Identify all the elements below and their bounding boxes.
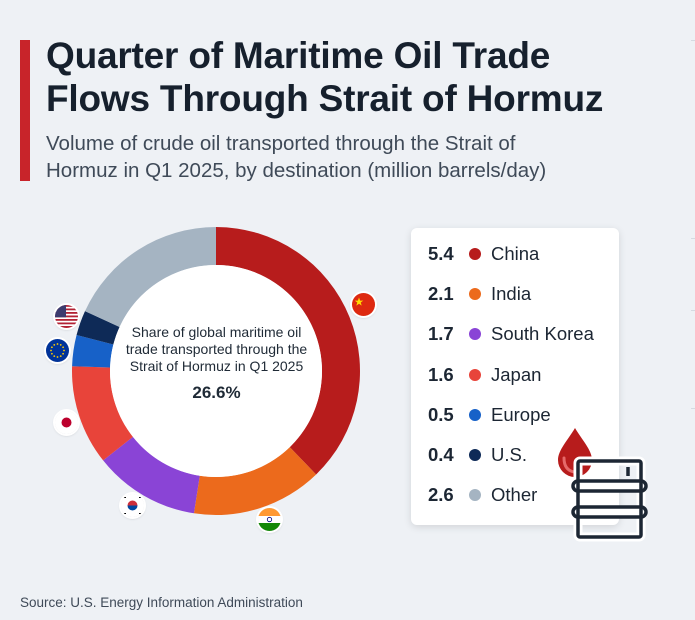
legend-card: 5.4 China 2.1 India 1.7 South Korea 1.6 … (411, 228, 619, 525)
legend-label: Japan (491, 364, 542, 385)
chart-subtitle: Volume of crude oil transported through … (46, 130, 676, 184)
legend-value: 0.5 (428, 404, 454, 425)
legend-item-us: 0.4 U.S. (428, 443, 527, 467)
donut-slice-south-korea (103, 436, 200, 514)
legend-item-south-korea: 1.7 South Korea (428, 322, 594, 346)
legend-color-dot (469, 409, 481, 421)
eu-flag-icon (46, 339, 69, 362)
donut-slice-europe (72, 335, 114, 368)
legend-item-other: 2.6 Other (428, 483, 537, 507)
legend-color-dot (469, 369, 481, 381)
donut-slice-other (85, 227, 216, 327)
chart-subtitle-line-1: Volume of crude oil transported through … (46, 132, 516, 155)
chart-subtitle-line-2: Hormuz in Q1 2025, by destination (milli… (46, 159, 547, 182)
japan-flag-icon (55, 411, 78, 434)
us-flag-icon (55, 305, 78, 328)
legend-label: U.S. (491, 444, 527, 465)
donut-slice-u-s (76, 311, 120, 345)
legend-item-europe: 0.5 Europe (428, 403, 551, 427)
title-accent-bar (20, 40, 30, 181)
legend-value: 1.6 (428, 364, 454, 385)
donut-center-value: 26.6% (192, 383, 241, 402)
chart-title-line-2: Flows Through Strait of Hormuz (46, 78, 604, 119)
legend-color-dot (469, 489, 481, 501)
donut-slice-india (193, 447, 317, 515)
donut-hole (110, 265, 322, 477)
legend-label: Other (491, 484, 538, 505)
south-korea-flag-icon (121, 494, 144, 517)
legend-label: Europe (491, 404, 551, 425)
source-note: Source: U.S. Energy Information Administ… (20, 595, 303, 610)
legend-color-dot (469, 288, 481, 300)
legend-value: 1.7 (428, 323, 454, 344)
legend-item-india: 2.1 India (428, 282, 531, 306)
legend-item-japan: 1.6 Japan (428, 363, 541, 387)
legend-color-dot (469, 449, 481, 461)
donut-chart (72, 227, 360, 515)
legend-label: China (491, 243, 540, 264)
legend-value: 2.6 (428, 484, 454, 505)
chart-title: Quarter of Maritime Oil Trade Flows Thro… (46, 34, 686, 120)
donut-slice-china (216, 227, 360, 475)
india-flag-icon (258, 508, 281, 531)
legend-value: 0.4 (428, 444, 454, 465)
legend-label: India (491, 283, 532, 304)
legend-label: South Korea (491, 323, 594, 344)
china-flag-icon (352, 293, 375, 316)
donut-center-label: Share of global maritime oil trade trans… (125, 324, 308, 374)
oil-barrel-icon (558, 428, 648, 542)
legend-color-dot (469, 328, 481, 340)
donut-slice-japan (72, 366, 133, 461)
legend-value: 5.4 (428, 243, 454, 264)
legend-value: 2.1 (428, 283, 454, 304)
legend-color-dot (469, 248, 481, 260)
donut-center-text: Share of global maritime oil trade trans… (124, 324, 309, 401)
legend-item-china: 5.4 China (428, 242, 539, 266)
chart-title-line-1: Quarter of Maritime Oil Trade (46, 35, 551, 76)
